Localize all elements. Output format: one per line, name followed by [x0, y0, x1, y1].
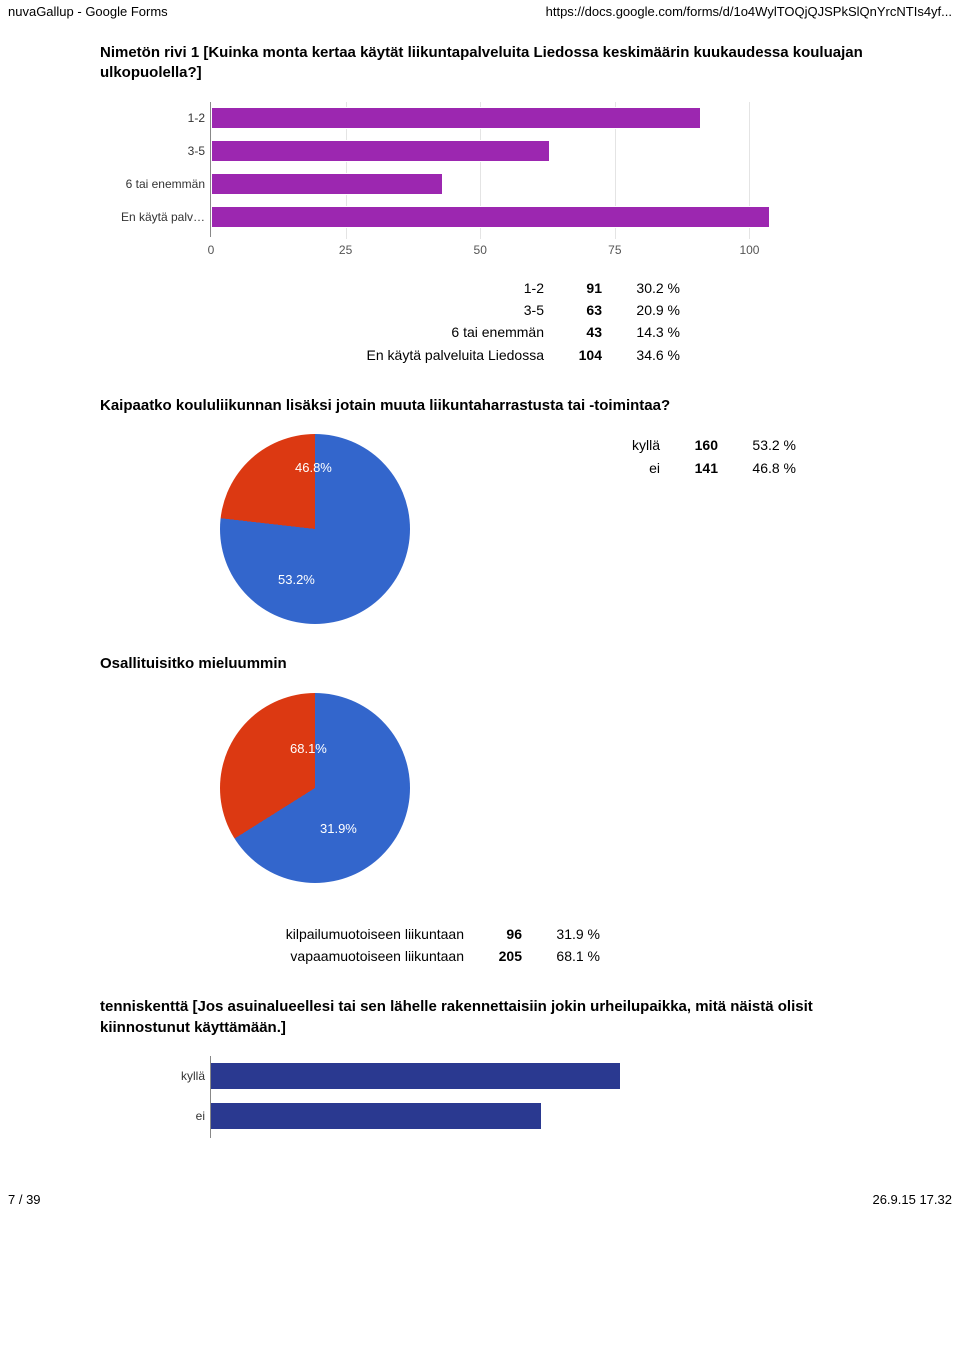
q1-title: Nimetön rivi 1 [Kuinka monta kertaa käyt…: [100, 43, 880, 84]
q4-bar-row: kyllä: [211, 1056, 770, 1096]
cell-label: 6 tai enemmän: [280, 321, 544, 343]
q1-bar-label: 3-5: [188, 144, 211, 158]
q2-title: Kaipaatko koululiikunnan lisäksi jotain …: [100, 396, 880, 416]
cell-count: 91: [562, 277, 602, 299]
cell-label: En käytä palveluita Liedossa: [280, 344, 544, 366]
table-row: ei 141 46.8 %: [620, 457, 796, 479]
q1-bar: [211, 206, 770, 228]
cell-count: 205: [482, 945, 522, 967]
footer-right: 26.9.15 17.32: [872, 1192, 952, 1207]
q1-plot: 0255075100 1-23-56 tai enemmänEn käytä p…: [210, 102, 770, 237]
cell-label: ei: [620, 457, 660, 479]
table-row: vapaamuotoiseen liikuntaan 205 68.1 %: [200, 945, 600, 967]
table-row: kilpailumuotoiseen liikuntaan 96 31.9 %: [200, 923, 600, 945]
table-row: En käytä palveluita Liedossa 104 34.6 %: [280, 344, 680, 366]
q3-table: kilpailumuotoiseen liikuntaan9631.9 %vap…: [200, 923, 880, 968]
q4-bar-label: ei: [196, 1109, 211, 1123]
cell-pct: 31.9 %: [540, 923, 600, 945]
header-url: https://docs.google.com/forms/d/1o4WylTO…: [546, 4, 952, 19]
q4-bar: [211, 1103, 541, 1129]
cell-pct: 53.2 %: [736, 434, 796, 456]
q1-bars: 1-23-56 tai enemmänEn käytä palv…: [211, 102, 770, 234]
q1-bar-row: 1-2: [211, 102, 770, 135]
page-header: nuvaGallup - Google Forms https://docs.g…: [0, 0, 960, 23]
q4-bars: kylläei: [211, 1056, 770, 1136]
q3-title: Osallituisitko mieluummin: [100, 654, 880, 674]
q4-bar-chart: kylläei: [210, 1056, 770, 1138]
q1-bar-row: En käytä palv…: [211, 201, 770, 234]
cell-pct: 30.2 %: [620, 277, 680, 299]
cell-pct: 46.8 %: [736, 457, 796, 479]
q4-title: tenniskenttä [Jos asuinalueellesi tai se…: [100, 997, 880, 1038]
cell-count: 141: [678, 457, 718, 479]
q4-bar-label: kyllä: [181, 1069, 211, 1083]
q2-pie-label-kylla: 53.2%: [278, 572, 315, 587]
q3-pie: 68.1% 31.9%: [220, 693, 410, 883]
cell-label: 1-2: [280, 277, 544, 299]
cell-pct: 20.9 %: [620, 299, 680, 321]
q1-bar-label: En käytä palv…: [121, 210, 211, 224]
cell-label: kyllä: [620, 434, 660, 456]
q1-bar-label: 6 tai enemmän: [126, 177, 211, 191]
content: Nimetön rivi 1 [Kuinka monta kertaa käyt…: [0, 23, 960, 1148]
cell-count: 43: [562, 321, 602, 343]
table-row: 1-2 91 30.2 %: [280, 277, 680, 299]
footer-left: 7 / 39: [8, 1192, 41, 1207]
cell-label: kilpailumuotoiseen liikuntaan: [200, 923, 464, 945]
cell-label: vapaamuotoiseen liikuntaan: [200, 945, 464, 967]
cell-count: 96: [482, 923, 522, 945]
q1-bar-row: 6 tai enemmän: [211, 168, 770, 201]
table-row: 3-5 63 20.9 %: [280, 299, 680, 321]
q1-bar-label: 1-2: [188, 111, 211, 125]
q1-bar-row: 3-5: [211, 135, 770, 168]
cell-label: 3-5: [280, 299, 544, 321]
q2-pie: 46.8% 53.2%: [220, 434, 410, 624]
page-footer: 7 / 39 26.9.15 17.32: [0, 1188, 960, 1211]
cell-count: 63: [562, 299, 602, 321]
q1-bar: [211, 107, 701, 129]
table-row: kyllä 160 53.2 %: [620, 434, 796, 456]
q2-pie-wrap: 46.8% 53.2% kyllä 160 53.2 % ei 141 46.8 %: [220, 434, 880, 624]
cell-pct: 14.3 %: [620, 321, 680, 343]
cell-count: 160: [678, 434, 718, 456]
q4-bar: [211, 1063, 620, 1089]
cell-pct: 68.1 %: [540, 945, 600, 967]
q3-pie-label-vapaa: 68.1%: [290, 741, 327, 756]
q2-side-table: kyllä 160 53.2 % ei 141 46.8 %: [620, 434, 796, 479]
cell-count: 104: [562, 344, 602, 366]
q2-pie-label-ei: 46.8%: [295, 460, 332, 475]
q1-bar: [211, 140, 550, 162]
q1-bar: [211, 173, 443, 195]
q4-bar-row: ei: [211, 1096, 770, 1136]
q3-pie-label-kilpailu: 31.9%: [320, 821, 357, 836]
header-left: nuvaGallup - Google Forms: [8, 4, 168, 19]
q1-bar-chart: 0255075100 1-23-56 tai enemmänEn käytä p…: [210, 102, 770, 255]
cell-pct: 34.6 %: [620, 344, 680, 366]
table-row: 6 tai enemmän 43 14.3 %: [280, 321, 680, 343]
q4-plot: kylläei: [210, 1056, 770, 1138]
q1-table: 1-2 91 30.2 % 3-5 63 20.9 % 6 tai enemmän 43 14.…: [280, 277, 880, 367]
q3-pie-wrap: 68.1% 31.9%: [220, 693, 880, 883]
